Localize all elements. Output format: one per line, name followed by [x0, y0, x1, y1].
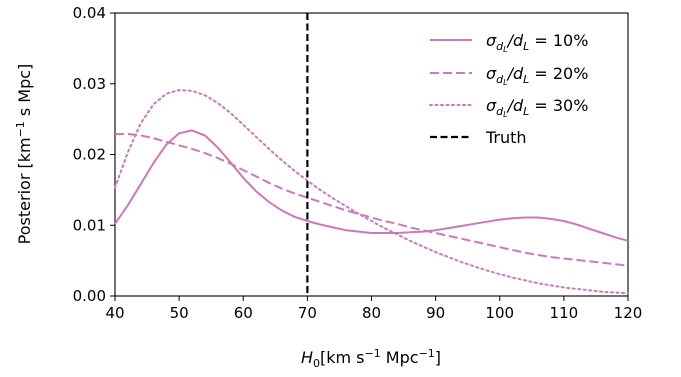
series-line-2: [115, 133, 629, 267]
x-tick-label: 80: [362, 304, 381, 322]
legend-label-2: σdL/dL = 20%: [486, 64, 588, 87]
y-tick-label: 0.00: [73, 287, 106, 305]
x-tick-label: 110: [550, 304, 579, 322]
y-tick-label: 0.04: [73, 4, 106, 22]
series-line-1: [114, 129, 629, 242]
x-tick-label: 40: [105, 304, 124, 322]
y-axis-title: Posterior [km−1 s Mpc]: [14, 64, 34, 245]
x-axis-title: H0[km s−1 Mpc−1]: [301, 347, 441, 370]
legend-label-3: σdL/dL = 30%: [486, 96, 588, 119]
y-tick-label: 0.02: [73, 146, 106, 164]
x-tick-label: 60: [234, 304, 253, 322]
x-tick-label: 70: [298, 304, 317, 322]
x-tick-label: 50: [170, 304, 189, 322]
plot-frame: [114, 12, 629, 297]
legend-label-truth: Truth: [485, 128, 527, 147]
x-tick-label: 120: [614, 304, 643, 322]
legend-label-1: σdL/dL = 10%: [486, 31, 588, 54]
x-tick-label: 100: [485, 304, 514, 322]
y-tick-label: 0.03: [73, 75, 106, 93]
y-tick-label: 0.01: [73, 216, 106, 234]
x-tick-label: 90: [426, 304, 445, 322]
series-line-3: [114, 89, 629, 295]
